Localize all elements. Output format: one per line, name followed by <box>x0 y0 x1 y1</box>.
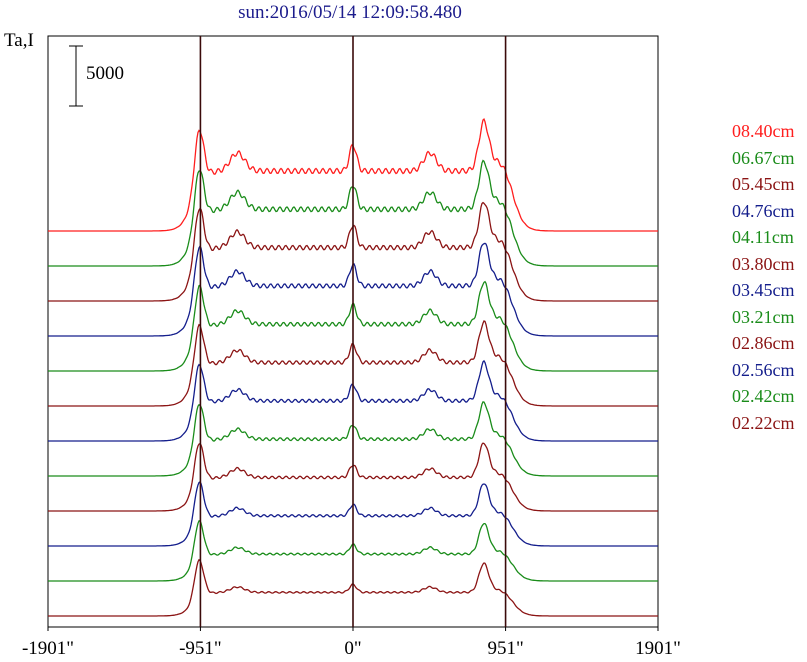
legend-item-2: 05.45cm <box>732 174 795 194</box>
x-tick-label-4: 1901" <box>635 638 681 659</box>
legend-item-5: 03.80cm <box>732 253 795 274</box>
legend-item-7: 03.21cm <box>732 306 795 327</box>
x-tick-label-3: 951" <box>487 638 524 659</box>
legend-item-0: 08.40cm <box>732 121 795 141</box>
scale-bar-label: 5000 <box>86 63 124 84</box>
chart-title: sun:2016/05/14 12:09:58.480 <box>238 2 462 23</box>
legend-item-3: 04.76cm <box>732 200 795 221</box>
legend-item-6: 03.45cm <box>732 280 795 300</box>
legend-item-1: 06.67cm <box>732 147 795 168</box>
legend-item-4: 04.11cm <box>732 227 794 247</box>
legend-item-11: 02.22cm <box>732 412 795 433</box>
legend-item-9: 02.56cm <box>732 359 795 380</box>
legend-item-10: 02.42cm <box>732 386 795 406</box>
x-tick-label-0: -1901" <box>21 638 75 659</box>
x-tick-label-1: -951" <box>179 638 222 659</box>
x-tick-label-2: 0" <box>344 638 362 659</box>
y-axis-label: Ta,I <box>4 30 34 51</box>
legend: 08.40cm 06.67cm 05.45cm 04.76cm 04.11cm 03.80… <box>732 118 807 436</box>
legend-item-8: 02.86cm <box>732 333 795 353</box>
